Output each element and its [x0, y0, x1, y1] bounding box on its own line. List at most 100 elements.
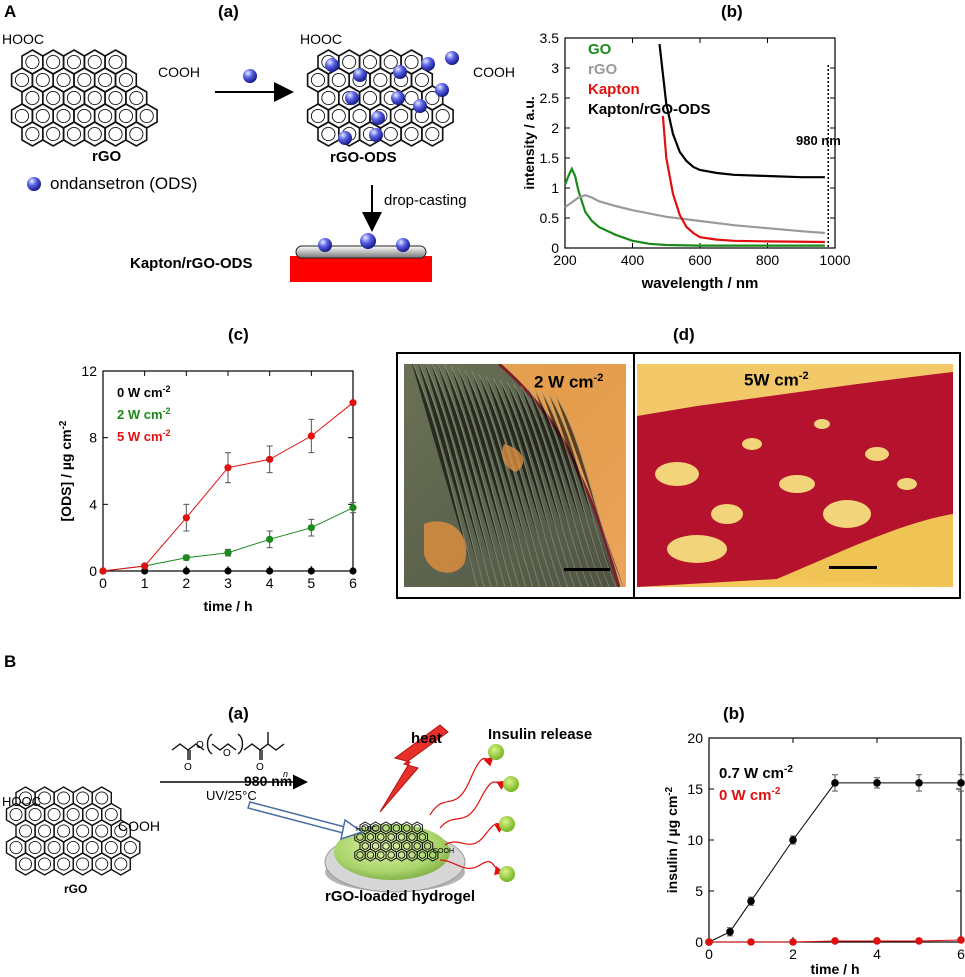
- aromatic-ring: [66, 807, 80, 821]
- micrograph-divider: [633, 352, 635, 599]
- aromatic-ring: [66, 840, 80, 854]
- micrograph-5w-label: 5W cm-2: [744, 370, 809, 390]
- hexagon-ring: [34, 852, 55, 876]
- data-point: [831, 779, 839, 787]
- aromatic-ring: [342, 54, 357, 70]
- ods-ball: [369, 128, 383, 142]
- data-point: [266, 455, 274, 463]
- spectra-chart: 200 400 600 800 1000 0 0.5 1 1.5 2 2.5 3 3.5 GO rGO Kap…: [521, 30, 850, 292]
- x-tick-label: 3: [224, 575, 232, 591]
- data-point: [915, 779, 923, 787]
- data-point: [747, 897, 755, 905]
- hooc-label-left: HOOC: [2, 31, 44, 47]
- y-tick-label: 1.5: [540, 150, 560, 166]
- y-tick-label: 5: [695, 883, 703, 899]
- hooc-label-right: HOOC: [300, 31, 342, 47]
- aromatic-ring: [425, 90, 440, 106]
- aromatic-ring: [77, 72, 92, 88]
- aromatic-ring: [413, 824, 421, 832]
- aromatic-ring: [35, 72, 50, 88]
- legend-entry: GO: [588, 41, 612, 58]
- hexagon-ring: [62, 121, 86, 147]
- aromatic-ring: [87, 90, 102, 106]
- aromatic-ring: [108, 126, 123, 142]
- aromatic-ring: [114, 857, 128, 871]
- y-tick-label: 12: [81, 363, 97, 379]
- data-point: [349, 567, 357, 575]
- insulin-ball-4: [499, 866, 515, 882]
- series-line: [564, 194, 825, 235]
- aromatic-ring: [418, 851, 427, 859]
- insulin-ball-1: [488, 744, 504, 760]
- monomer-n-label: n: [283, 769, 289, 779]
- aromatic-ring: [98, 108, 113, 124]
- x-tick-label: 200: [553, 252, 577, 268]
- data-point: [957, 936, 965, 944]
- hexagon-ring: [379, 121, 402, 147]
- hexagon-ring: [421, 121, 444, 147]
- aromatic-ring: [404, 126, 419, 142]
- aromatic-ring: [123, 840, 137, 854]
- aromatic-ring: [392, 842, 401, 850]
- legend-sup: -2: [772, 786, 781, 797]
- tissue-hole: [897, 478, 917, 490]
- x-tick-label: 2: [182, 575, 190, 591]
- hexagon-ring: [53, 852, 74, 876]
- aromatic-ring: [371, 824, 380, 832]
- tissue-fiber: [450, 365, 520, 587]
- ods-legend-label: ondansetron (ODS): [50, 174, 198, 193]
- aromatic-ring: [331, 72, 346, 88]
- section-letter-b: B: [4, 652, 17, 671]
- aromatic-ring: [57, 857, 71, 871]
- monomer-o3: O: [223, 748, 231, 759]
- legend-entry: 2 W cm-2: [117, 406, 171, 422]
- 980nm-label: 980 nm: [244, 773, 293, 789]
- aromatic-ring: [104, 840, 118, 854]
- aromatic-ring: [98, 72, 113, 88]
- aromatic-ring: [321, 126, 336, 142]
- aromatic-ring: [118, 108, 133, 124]
- x-tick-label: 6: [349, 575, 357, 591]
- aromatic-ring: [66, 90, 82, 106]
- legend-sup: -2: [163, 428, 171, 438]
- data-point: [224, 549, 232, 557]
- ods-molecules: [325, 51, 459, 145]
- hexagon-ring: [15, 852, 36, 876]
- aromatic-ring: [383, 54, 398, 70]
- ods-ball: [345, 91, 359, 105]
- ods-ball: [391, 91, 405, 105]
- aromatic-ring: [356, 851, 364, 859]
- kapton-ods-ball-2: [360, 233, 376, 249]
- aromatic-ring: [362, 90, 378, 106]
- aromatic-ring: [387, 851, 395, 859]
- y-tick-label: 0.5: [540, 210, 560, 226]
- rgo-ods-scheme: [10, 49, 459, 282]
- aromatic-ring: [87, 54, 102, 70]
- panel-a-b-label: (b): [721, 2, 743, 21]
- x-tick-label: 800: [756, 252, 780, 268]
- data-point: [307, 524, 315, 532]
- series-line: [708, 782, 961, 943]
- legend-entry: 0 W cm-2: [117, 384, 171, 400]
- legend-sup: -2: [163, 406, 171, 416]
- aromatic-ring: [9, 807, 23, 821]
- aromatic-ring: [85, 807, 99, 821]
- legend-entry: rGO: [588, 61, 618, 78]
- y-tick-label: 4: [89, 496, 97, 512]
- aromatic-ring: [366, 833, 375, 841]
- x-tick-label: 1: [141, 575, 149, 591]
- aromatic-ring: [19, 824, 33, 838]
- aromatic-ring: [104, 807, 118, 821]
- data-point: [266, 567, 274, 575]
- aromatic-ring: [408, 851, 416, 859]
- hexagon-ring: [317, 121, 340, 147]
- y-axis-label-sup: -2: [664, 786, 675, 795]
- heat-lightning-icon: [379, 724, 449, 813]
- x-tick-label: 5: [307, 575, 315, 591]
- aromatic-ring: [76, 857, 90, 871]
- tissue-fiber: [411, 364, 478, 587]
- series-line: [102, 507, 354, 572]
- aromatic-ring: [377, 833, 385, 841]
- series-line: [563, 166, 825, 247]
- tissue-fiber: [513, 383, 583, 587]
